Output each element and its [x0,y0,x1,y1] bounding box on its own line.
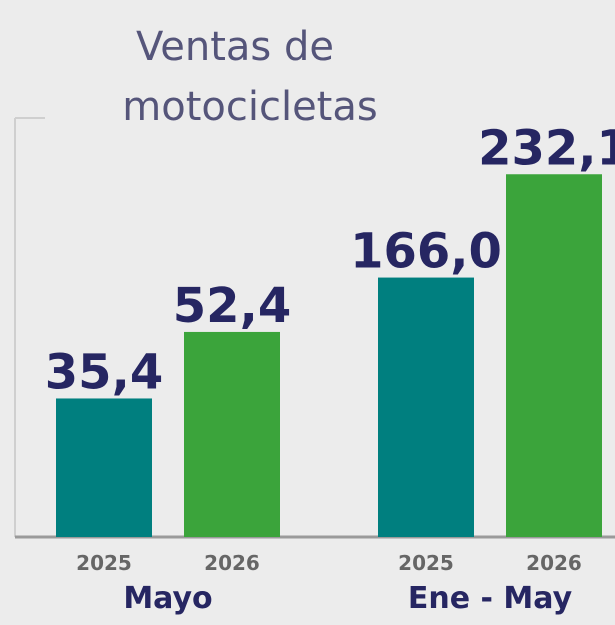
chart-title: Ventas de [136,24,334,70]
x-tick-label: 2025 [398,551,454,575]
bar [378,277,474,537]
chart-title: motocicletas [122,84,377,130]
data-label: 232,1 [478,120,615,176]
x-tick-label: 2026 [204,551,260,575]
x-tick-label: 2025 [76,551,132,575]
bar [184,331,280,537]
x-tick-label: 2026 [526,551,582,575]
data-label: 52,4 [173,278,291,334]
bar [56,398,152,537]
bar [506,174,602,538]
data-label: 35,4 [45,344,163,400]
data-label: 166,0 [350,224,502,280]
group-label: Ene - May [408,581,573,616]
group-label: Mayo [123,581,212,616]
